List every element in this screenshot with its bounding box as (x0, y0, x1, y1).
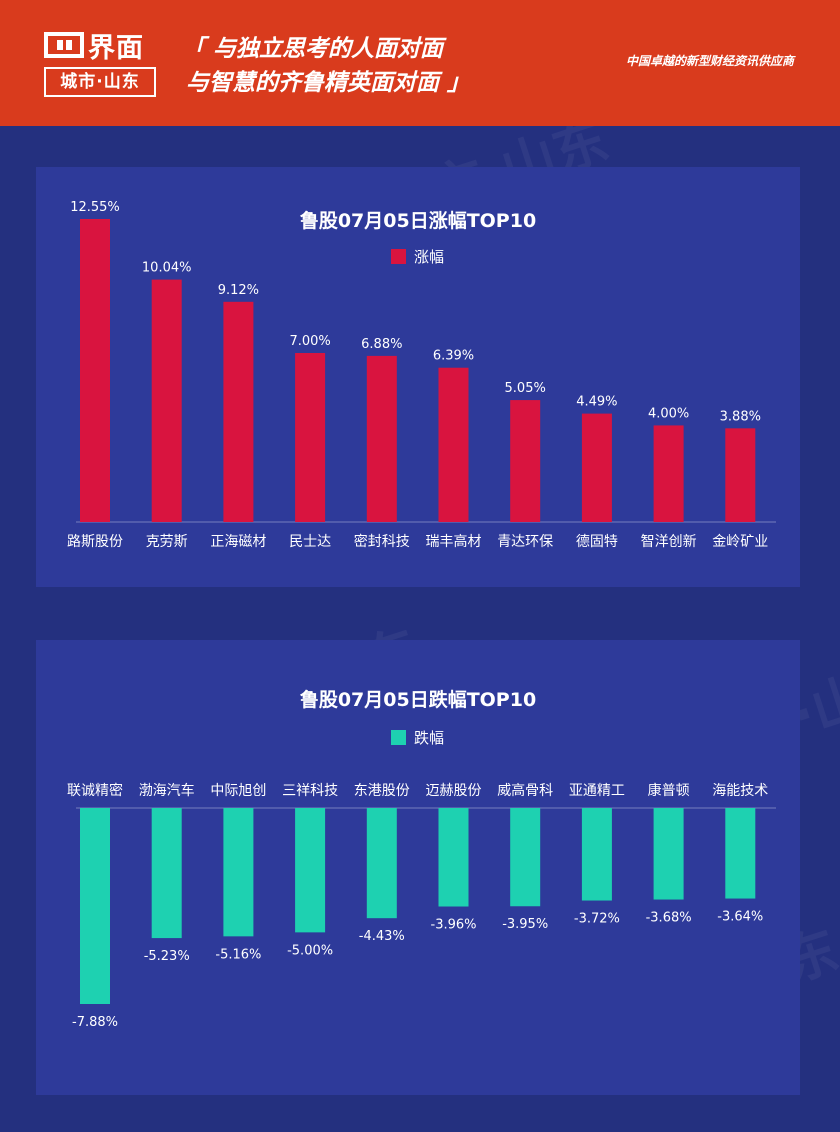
data-label: 3.88% (720, 409, 761, 424)
bar (653, 425, 684, 522)
data-label: 4.49% (576, 395, 617, 410)
tick-label: 密封科技 (354, 533, 410, 550)
data-label: 7.00% (289, 334, 330, 349)
header-banner: 界面 城市·山东 「 与独立思考的人面对面 与智慧的齐鲁精英面对面 」 中国卓越… (0, 0, 840, 126)
slogan: 「 与独立思考的人面对面 与智慧的齐鲁精英面对面 」 (182, 32, 470, 100)
tick-label: 渤海汽车 (139, 782, 195, 799)
tick-label: 智洋创新 (641, 534, 697, 550)
tick-label: 青达环保 (497, 534, 553, 550)
bar (223, 301, 254, 522)
legend-swatch (391, 249, 406, 264)
data-label: -4.43% (359, 929, 405, 944)
tick-label: 民士达 (289, 534, 331, 550)
loss-chart-panel: 鲁股07月05日跌幅TOP10 跌幅 -7.88% 联诚精密 -5.23% 渤海汽车 -5.… (36, 640, 800, 1095)
tick-label: 亚通精工 (569, 783, 625, 799)
data-label: -5.16% (215, 947, 261, 962)
bar (151, 279, 182, 522)
tick-label: 东港股份 (354, 783, 410, 799)
bar (510, 808, 541, 907)
data-label: 9.12% (218, 283, 259, 298)
bar (295, 352, 326, 522)
legend-label: 跌幅 (414, 729, 444, 747)
bar (438, 367, 469, 522)
data-label: -3.96% (431, 917, 477, 932)
bar (223, 808, 254, 937)
bar (653, 808, 684, 900)
brand-logo: 界面 城市·山东 (44, 26, 158, 98)
tick-label: 瑞丰高材 (426, 533, 482, 550)
tick-label: 路斯股份 (67, 534, 123, 550)
data-label: -5.00% (287, 943, 333, 958)
tick-label: 迈赫股份 (426, 783, 482, 799)
bar (438, 808, 469, 907)
tick-label: 中际旭创 (210, 783, 266, 799)
legend-swatch (391, 730, 406, 745)
logo-subtitle: 城市·山东 (44, 67, 156, 97)
slogan-line-1: 「 与独立思考的人面对面 (182, 36, 444, 62)
data-label: -7.88% (72, 1015, 118, 1030)
tick-label: 康普顿 (648, 782, 690, 799)
bar (295, 808, 326, 933)
bar (80, 219, 110, 522)
tick-label: 联诚精密 (67, 782, 123, 799)
bar (581, 413, 612, 522)
data-label: -5.23% (144, 949, 190, 964)
chart-title: 鲁股07月05日涨幅TOP10 (299, 209, 536, 232)
data-label: -3.68% (646, 911, 692, 926)
bar (510, 400, 541, 522)
data-label: 6.39% (433, 349, 474, 364)
loss-bar-chart: 鲁股07月05日跌幅TOP10 跌幅 -7.88% 联诚精密 -5.23% 渤海汽车 -5.… (67, 688, 776, 1030)
tick-label: 海能技术 (712, 783, 768, 799)
data-label: -3.64% (717, 910, 763, 925)
data-label: -3.72% (574, 912, 620, 927)
data-label: 6.88% (361, 337, 402, 352)
tick-label: 三祥科技 (282, 783, 338, 799)
bar (151, 808, 182, 939)
gain-chart-panel: 鲁股07月05日涨幅TOP10 涨幅 12.55% 路斯股份 10.04% 克劳斯 9.12… (36, 167, 800, 587)
tick-label: 金岭矿业 (712, 534, 768, 550)
tick-label: 威高骨科 (497, 782, 553, 799)
logo-name: 界面 (88, 32, 144, 64)
chart-title: 鲁股07月05日跌幅TOP10 (299, 688, 536, 711)
legend-label: 涨幅 (414, 248, 444, 266)
data-label: 10.04% (142, 261, 192, 276)
bar (80, 808, 110, 1004)
data-label: 4.00% (648, 406, 689, 421)
slogan-line-2: 与智慧的齐鲁精英面对面 」 (186, 70, 471, 96)
data-label: 12.55% (70, 200, 120, 215)
data-label: -3.95% (502, 917, 548, 932)
bar (725, 808, 756, 899)
tick-label: 克劳斯 (146, 534, 188, 550)
bar (725, 428, 756, 522)
bar (366, 808, 397, 919)
gain-bar-chart: 鲁股07月05日涨幅TOP10 涨幅 12.55% 路斯股份 10.04% 克劳斯 9.12… (67, 200, 776, 550)
bar (366, 355, 397, 522)
bar (581, 808, 612, 901)
tagline: 中国卓越的新型财经资讯供应商 (625, 54, 794, 68)
logo-icon (44, 32, 84, 58)
tick-label: 正海磁材 (210, 534, 266, 550)
data-label: 5.05% (505, 381, 546, 396)
tick-label: 德固特 (576, 534, 618, 550)
